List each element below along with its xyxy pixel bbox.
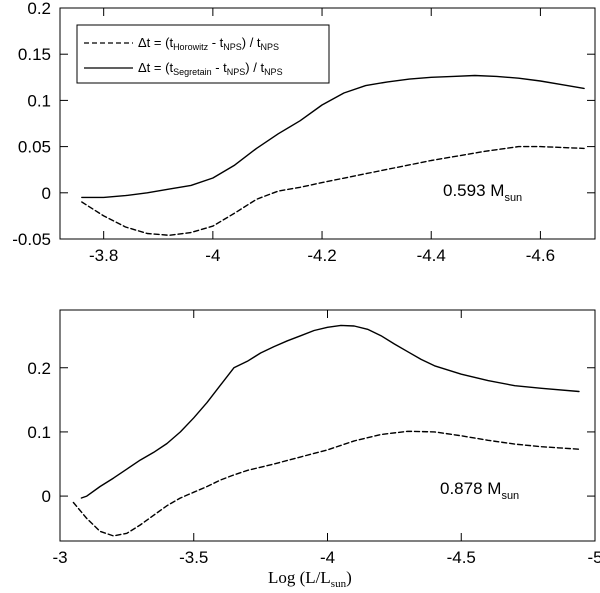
bottom-xtick-label: -5: [587, 548, 600, 567]
top-series-segretain-line: [81, 74, 585, 199]
bottom-xtick-label: -4: [320, 548, 335, 567]
top-xtick-label: -3.8: [89, 246, 118, 265]
legend-entry-segretain: Δt = (tSegretain - tNPS) / tNPS: [138, 60, 283, 77]
top-xtick-label: -4.2: [307, 246, 336, 265]
legend-entry-horowitz: Δt = (tHorowitz - tNPS) / tNPS: [138, 35, 279, 52]
top-ytick-label: 0.05: [18, 138, 51, 157]
legend-box: [76, 24, 330, 84]
top-ytick-label: 0.15: [18, 45, 51, 64]
top-series-horowitz-line: [81, 145, 585, 237]
x-axis-label: Log (L/Lsun): [268, 568, 352, 590]
bottom-series-horowitz-line: [72, 430, 580, 537]
top-xtick-label: -4.6: [526, 246, 555, 265]
bottom-series: [72, 324, 580, 537]
top-panel: -3.8 -4 -4.2 -4.4 -4.6 -0.05 0 0.05 0.1 0.15 0.2 Δ…: [12, 0, 596, 265]
bottom-xtick-label: -3.5: [179, 548, 208, 567]
top-series: [81, 74, 585, 237]
top-ytick-label: 0.2: [27, 0, 51, 18]
top-mass-annotation: 0.593 Msun: [443, 181, 522, 204]
bottom-plot-frame: [59, 309, 596, 542]
bottom-xtick-label: -3: [52, 548, 67, 567]
bottom-mass-annotation: 0.878 Msun: [440, 479, 519, 502]
bottom-ytick-label: 0: [42, 487, 51, 506]
bottom-ytick-label: 0.1: [27, 423, 51, 442]
top-xtick-label: -4: [205, 246, 220, 265]
top-ticks: -3.8 -4 -4.2 -4.4 -4.6 -0.05 0 0.05 0.1 0.15 0.2: [12, 0, 595, 265]
legend: Δt = (tHorowitz - tNPS) / tNPS Δt = (tSe…: [76, 24, 330, 84]
bottom-series-segretain-line: [80, 324, 580, 499]
top-ytick-label: 0: [42, 184, 51, 203]
top-ytick-label: -0.05: [12, 230, 51, 249]
top-xtick-label: -4.4: [417, 246, 446, 265]
bottom-xtick-label: -4.5: [447, 548, 476, 567]
top-ytick-label: 0.1: [27, 91, 51, 110]
bottom-panel: -3 -3.5 -4 -4.5 -5 0 0.1 0.2 0.878 Msun Log (L/…: [27, 309, 600, 590]
top-plot-frame: [59, 7, 596, 240]
bottom-ytick-label: 0.2: [27, 359, 51, 378]
bottom-ticks: -3 -3.5 -4 -4.5 -5 0 0.1 0.2: [27, 310, 600, 567]
